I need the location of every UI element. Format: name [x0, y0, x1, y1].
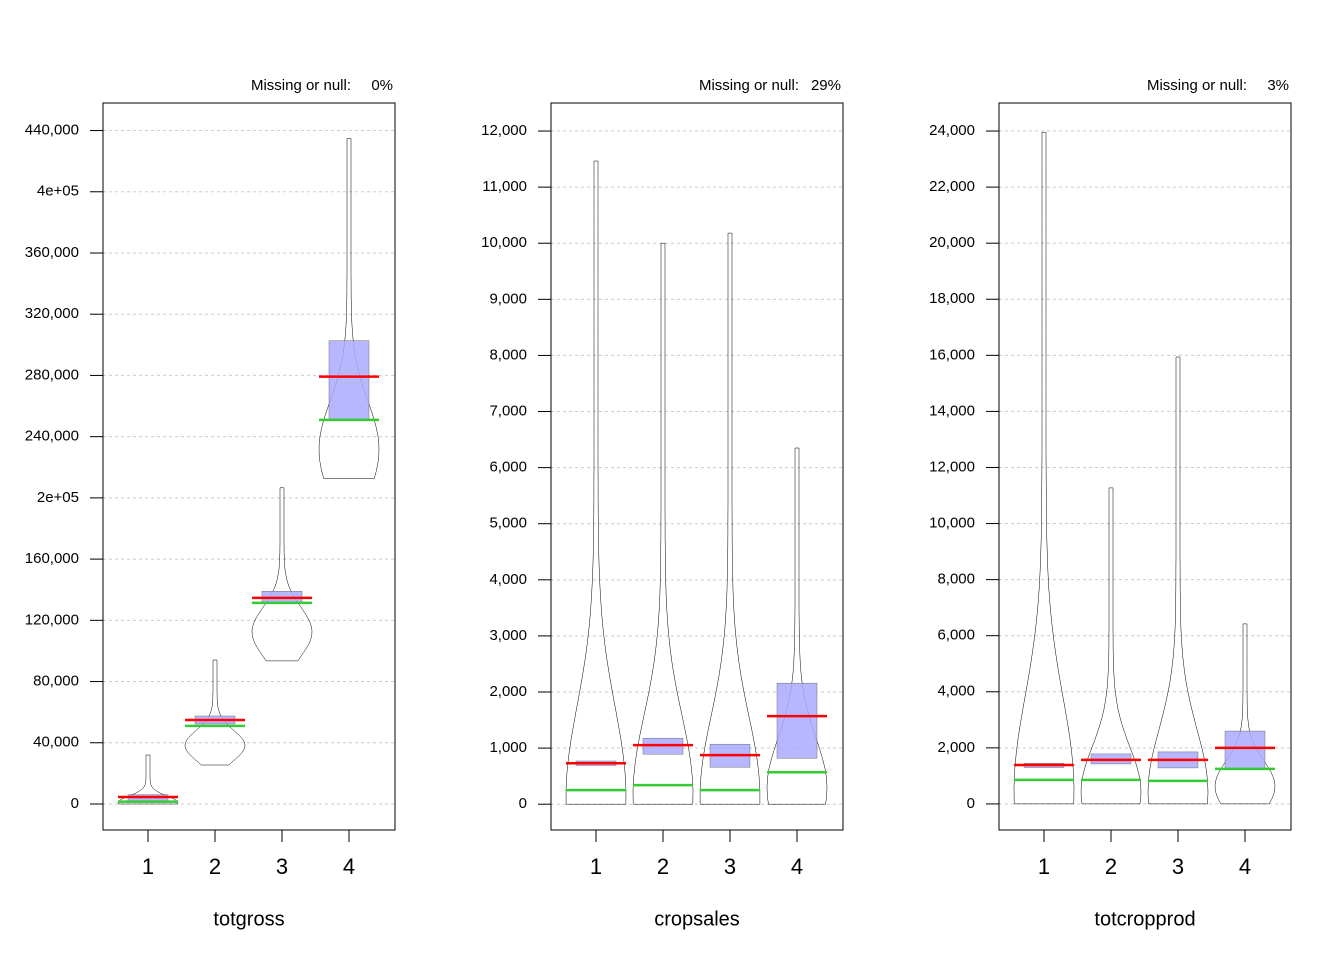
violin [117, 754, 179, 805]
y-tick-label: 4e+05 [37, 183, 79, 200]
x-tick-label: 4 [791, 854, 803, 879]
y-tick-label: 24,000 [929, 122, 975, 139]
violin [184, 659, 246, 766]
y-tick-label: 40,000 [33, 734, 79, 751]
missing-value: 0% [371, 77, 393, 94]
violin [1214, 623, 1276, 805]
missing-value: 3% [1267, 77, 1289, 94]
y-tick-label: 14,000 [929, 402, 975, 419]
missing-value: 29% [811, 77, 841, 94]
x-tick-label: 1 [590, 854, 602, 879]
y-tick-label: 11,000 [482, 178, 527, 195]
x-tick-label: 1 [1038, 854, 1050, 879]
violin [1013, 131, 1075, 805]
x-axis-label: cropsales [654, 908, 740, 930]
y-tick-label: 3,000 [489, 627, 527, 644]
y-tick-label: 5,000 [489, 515, 527, 532]
box [328, 340, 370, 421]
y-tick-label: 10,000 [929, 515, 975, 532]
y-tick-label: 7,000 [489, 402, 527, 419]
y-tick-label: 20,000 [929, 234, 975, 251]
y-tick-label: 12,000 [929, 458, 975, 475]
y-tick-label: 1,000 [489, 739, 527, 756]
y-tick-label: 4,000 [937, 683, 975, 700]
y-tick-label: 16,000 [929, 346, 975, 363]
violin [632, 242, 694, 805]
missing-label: Missing or null: [699, 77, 799, 94]
box [776, 682, 818, 759]
y-tick-label: 0 [71, 795, 79, 812]
plot-frame [102, 102, 396, 831]
y-tick-label: 0 [519, 795, 527, 812]
x-tick-label: 2 [209, 854, 221, 879]
missing-label: Missing or null: [1147, 77, 1247, 94]
x-tick-label: 4 [1239, 854, 1251, 879]
y-tick-label: 4,000 [489, 571, 527, 588]
x-tick-label: 1 [142, 854, 154, 879]
y-tick-label: 440,000 [25, 122, 79, 139]
y-tick-label: 10,000 [481, 234, 527, 251]
violin [766, 447, 828, 805]
plot-frame [998, 102, 1292, 831]
plot-frame [550, 102, 844, 831]
y-tick-label: 160,000 [25, 550, 79, 567]
x-tick-label: 3 [724, 854, 736, 879]
box [1224, 730, 1266, 770]
y-tick-label: 320,000 [25, 305, 79, 322]
violin [318, 138, 380, 479]
y-tick-label: 8,000 [489, 346, 527, 363]
y-tick-label: 120,000 [25, 611, 79, 628]
missing-label: Missing or null: [251, 77, 351, 94]
violin [565, 160, 627, 805]
x-tick-label: 4 [343, 854, 355, 879]
y-tick-label: 9,000 [489, 290, 527, 307]
y-tick-label: 2,000 [937, 739, 975, 756]
x-tick-label: 2 [657, 854, 669, 879]
violin [251, 487, 313, 662]
y-tick-label: 360,000 [25, 244, 79, 261]
y-tick-label: 8,000 [937, 571, 975, 588]
violin [1080, 487, 1142, 805]
x-axis-label: totgross [213, 908, 284, 930]
y-tick-label: 12,000 [481, 122, 527, 139]
x-tick-label: 2 [1105, 854, 1117, 879]
y-tick-label: 2,000 [489, 683, 527, 700]
y-tick-label: 240,000 [25, 428, 79, 445]
x-axis-label: totcropprod [1094, 908, 1195, 930]
x-tick-label: 3 [1172, 854, 1184, 879]
y-tick-label: 280,000 [25, 366, 79, 383]
x-tick-label: 3 [276, 854, 288, 879]
y-tick-label: 22,000 [929, 178, 975, 195]
y-tick-label: 80,000 [33, 673, 79, 690]
violin [1147, 356, 1209, 805]
violin [699, 232, 761, 805]
y-tick-label: 18,000 [929, 290, 975, 307]
y-tick-label: 6,000 [489, 459, 527, 476]
y-tick-label: 2e+05 [37, 489, 79, 506]
y-tick-label: 0 [967, 795, 975, 812]
y-tick-label: 6,000 [937, 627, 975, 644]
